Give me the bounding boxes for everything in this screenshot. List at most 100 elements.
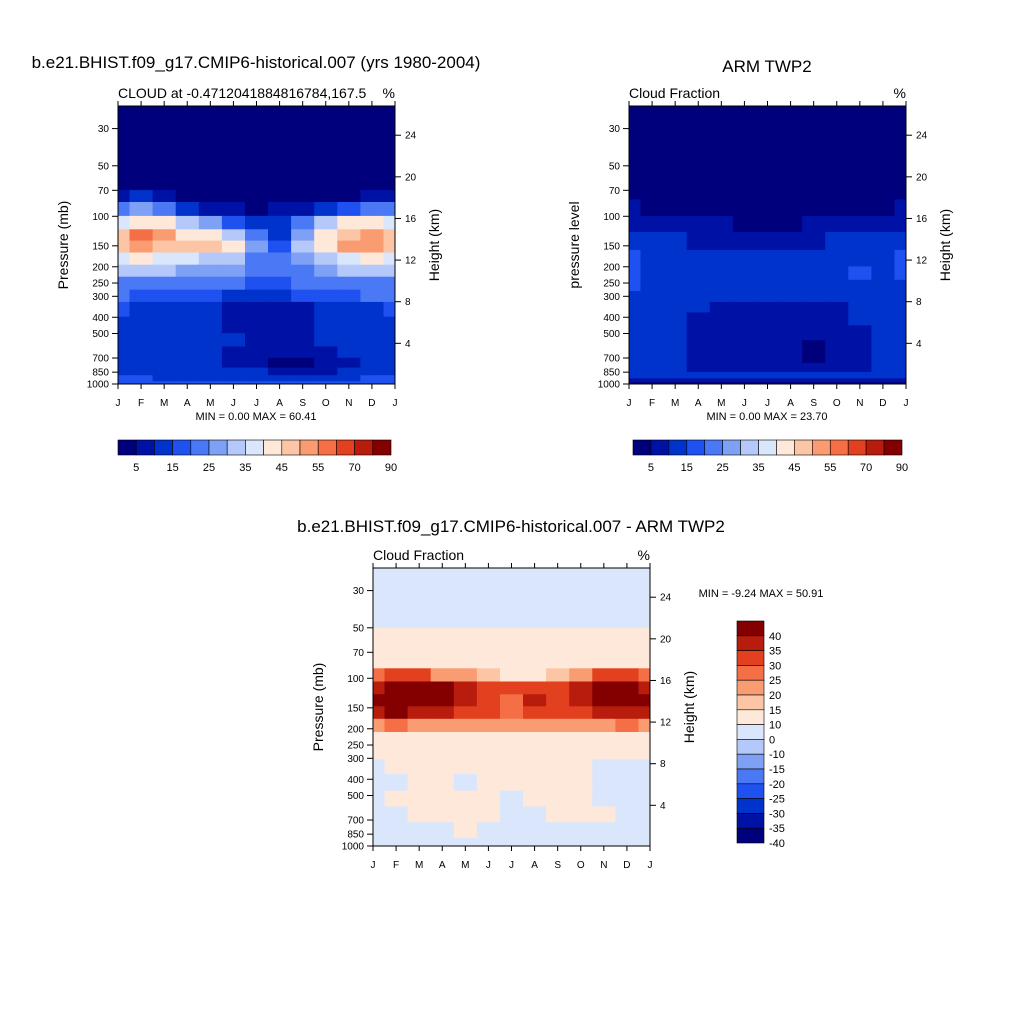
heatmap-cell xyxy=(523,568,547,609)
y-tick-label: 500 xyxy=(347,791,364,802)
heatmap-cell xyxy=(546,706,570,720)
y-right-tick-label: 20 xyxy=(405,172,417,183)
heatmap-cell xyxy=(848,147,872,179)
heatmap-cell xyxy=(686,199,711,217)
y-right-tick-label: 24 xyxy=(660,593,672,604)
colorbar-label: 25 xyxy=(203,462,215,474)
heatmap-cell xyxy=(129,106,154,148)
heatmap-cell xyxy=(476,822,501,839)
heatmap-cell xyxy=(476,790,501,808)
heatmap-cell xyxy=(476,759,501,775)
heatmap-cell xyxy=(709,106,734,148)
heatmap-cell xyxy=(175,229,200,242)
heatmap-cell xyxy=(152,175,177,191)
x-tick-label: M xyxy=(160,398,168,409)
heatmap-cell xyxy=(802,352,826,364)
heatmap-cell xyxy=(686,291,711,303)
heatmap-cell xyxy=(152,357,177,369)
heatmap-cell xyxy=(640,215,665,233)
heatmap-cell xyxy=(129,346,154,359)
panel-model-cloud: b.e21.BHIST.f09_g17.CMIP6-historical.007… xyxy=(32,53,481,474)
heatmap-cell xyxy=(118,147,131,176)
heatmap-cell xyxy=(686,340,711,354)
heatmap-cell xyxy=(314,276,338,291)
heatmap-cell xyxy=(523,607,547,629)
heatmap-cell xyxy=(476,837,501,846)
heatmap-cell xyxy=(129,357,154,369)
heatmap-cell xyxy=(373,607,386,629)
heatmap-cell xyxy=(383,333,395,348)
heatmap-cell xyxy=(546,568,570,609)
heatmap-cell xyxy=(871,249,896,267)
x-tick-label: M xyxy=(206,398,214,409)
heatmap-cell xyxy=(175,301,200,318)
heatmap-cell xyxy=(523,681,547,695)
heatmap-cell xyxy=(848,291,872,303)
colorbar-label: 40 xyxy=(769,631,781,643)
heatmap-cell xyxy=(546,732,570,747)
y-tick-label: 50 xyxy=(609,161,621,172)
heatmap-cell xyxy=(129,229,154,242)
heatmap-cell xyxy=(268,333,292,348)
heatmap-cell xyxy=(825,147,849,179)
heatmap-cell xyxy=(407,681,432,695)
heatmap-cell xyxy=(825,372,849,379)
heatmap-cell xyxy=(245,367,269,376)
heatmap-cell xyxy=(152,229,177,242)
heatmap-cell xyxy=(640,279,665,292)
colorbar-swatch xyxy=(190,439,210,456)
heatmap-cell xyxy=(430,718,455,733)
heatmap-cell xyxy=(640,249,665,267)
heatmap-cell xyxy=(638,822,650,839)
x-tick-label: J xyxy=(254,398,259,409)
heatmap-cell xyxy=(663,382,688,384)
heatmap-cell xyxy=(175,375,200,382)
heatmap-cell xyxy=(118,357,131,369)
heatmap-cell xyxy=(152,301,177,318)
heatmap-cell xyxy=(640,382,665,384)
heatmap-cell xyxy=(523,837,547,846)
x-tick-label: J xyxy=(486,860,491,871)
heatmap-cell xyxy=(709,382,734,384)
heatmap-cell xyxy=(337,202,361,217)
colorbar-swatch xyxy=(736,798,765,814)
heatmap-cell xyxy=(638,681,650,695)
heatmap-cell xyxy=(221,301,246,318)
heatmap-cell xyxy=(360,147,385,176)
heatmap-cell xyxy=(500,732,524,747)
heatmap-cell xyxy=(569,646,593,669)
heatmap-cell xyxy=(118,252,131,266)
colorbar-swatch xyxy=(135,439,155,456)
heatmap-cell xyxy=(802,362,826,373)
heatmap-cell xyxy=(871,215,896,233)
heatmap-cell xyxy=(894,301,906,313)
heatmap-cell xyxy=(221,346,246,359)
y-tick-label: 400 xyxy=(92,313,109,324)
heatmap-cell xyxy=(430,706,455,720)
heatmap-cell xyxy=(663,325,688,341)
heatmap-cell xyxy=(638,718,650,733)
heatmap-cell xyxy=(268,381,292,384)
heatmap-cell xyxy=(686,266,711,281)
colorbar-swatch xyxy=(736,783,765,799)
heatmap-cell xyxy=(175,202,200,217)
y-right-tick-label: 16 xyxy=(405,214,417,225)
heatmap-cell xyxy=(629,291,642,303)
colorbar-swatch xyxy=(736,665,765,681)
heatmap-cell xyxy=(546,746,570,760)
heatmap-cell xyxy=(384,774,409,792)
heatmap-cell xyxy=(337,381,361,384)
heatmap-cell xyxy=(129,367,154,376)
heatmap-cell xyxy=(129,381,154,384)
heatmap-cell xyxy=(802,279,826,292)
y-tick-label: 30 xyxy=(353,586,365,597)
heatmap-cell xyxy=(245,289,269,303)
heatmap-cell xyxy=(337,264,361,278)
heatmap-cell xyxy=(848,340,872,354)
colorbar-label: 15 xyxy=(681,462,693,474)
heatmap-cell xyxy=(476,718,501,733)
heatmap-cell xyxy=(756,362,780,373)
heatmap-cell xyxy=(546,718,570,733)
heatmap-cell xyxy=(430,627,455,647)
